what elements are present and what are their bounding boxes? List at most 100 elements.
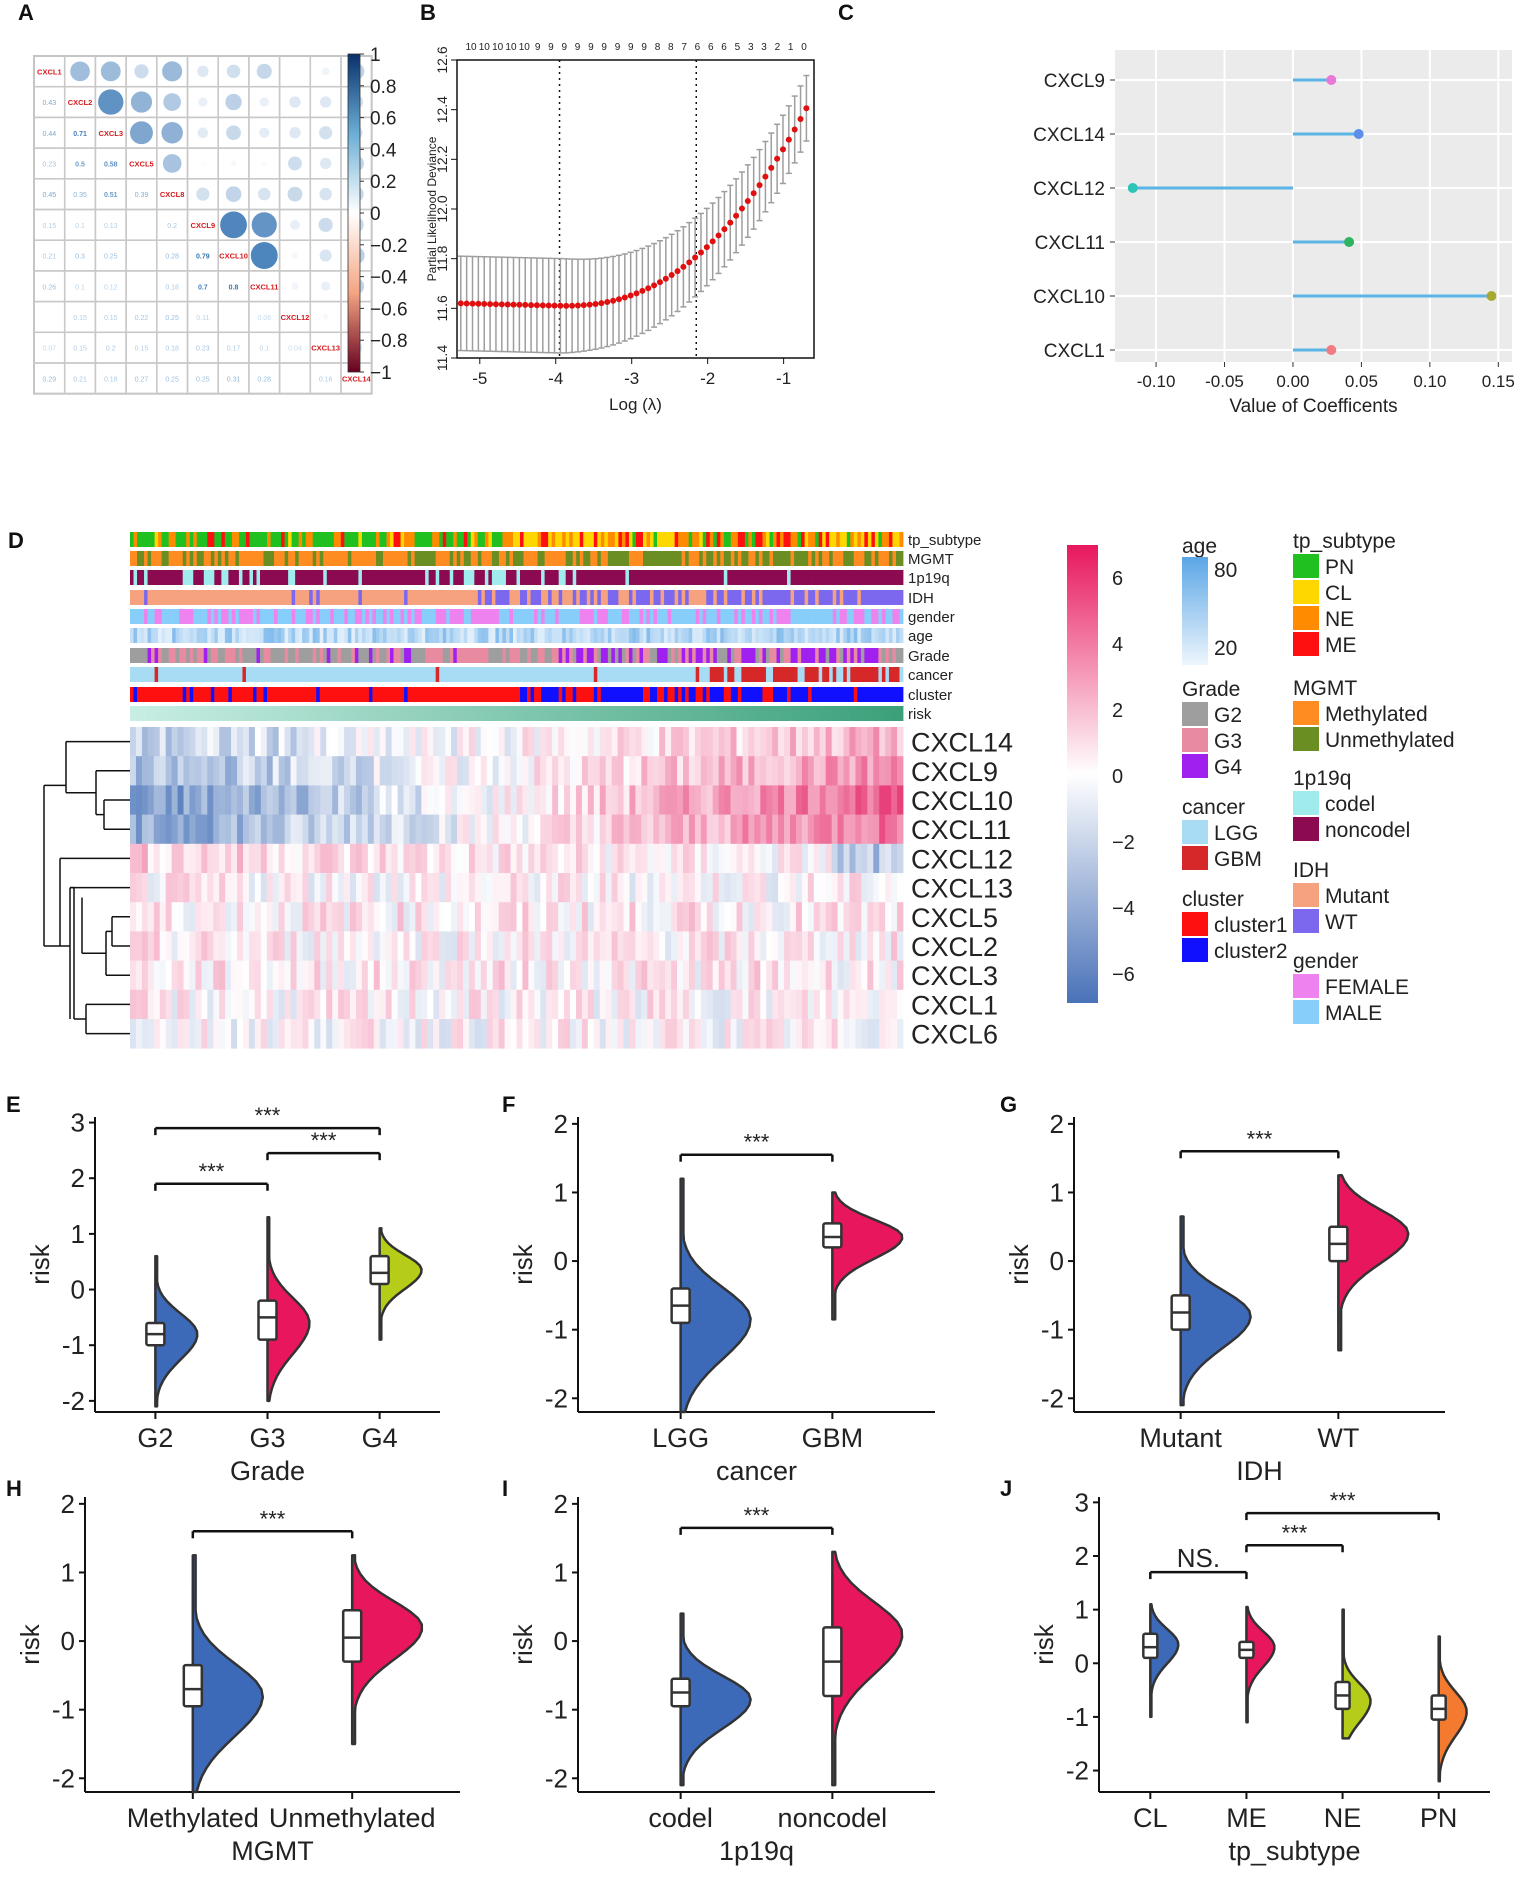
annotation-cell (295, 706, 300, 721)
annotation-cell (158, 609, 163, 624)
annotation-cell (154, 590, 159, 605)
annotation-cell (147, 532, 152, 547)
annotation-cell (607, 609, 612, 624)
annotation-cell (133, 648, 138, 663)
annotation-cell (137, 551, 141, 566)
annotation-cell (407, 687, 412, 702)
annotation-cell (579, 687, 584, 702)
annotation-cell (418, 609, 423, 624)
annotation-cell (762, 706, 767, 721)
annotation-cell (713, 628, 718, 643)
heatmap-cell (552, 756, 559, 786)
y-tick-label: 0 (71, 1275, 85, 1305)
heatmap-cell (468, 727, 476, 757)
annotation-cell (878, 628, 883, 643)
annotation-cell (642, 628, 647, 643)
heatmap-cell (581, 756, 589, 786)
heatmap-cell (766, 785, 773, 815)
annotation-cell (642, 648, 647, 663)
annotation-cell (231, 648, 236, 663)
annotation-cell (379, 590, 384, 605)
annotation-cell (182, 532, 187, 547)
heatmap-cell (599, 727, 607, 757)
annotation-cell (382, 590, 387, 605)
heatmap-cell (391, 873, 398, 903)
annotation-cell (895, 590, 900, 605)
annotation-cell (312, 687, 317, 702)
heatmap-cell (510, 960, 517, 991)
x-tick-label: LGG (652, 1423, 709, 1453)
annotation-cell (439, 667, 444, 682)
correlation-circle (219, 210, 248, 239)
heatmap-cell (153, 989, 161, 1020)
annotation-cell (780, 648, 784, 663)
x-tick-label: 0.10 (1413, 372, 1446, 391)
annotation-cell (372, 706, 377, 721)
annotation-cell (421, 570, 426, 585)
heatmap-cell (486, 902, 494, 932)
annotation-cell (713, 590, 718, 605)
heatmap-cell (468, 960, 476, 991)
heatmap-cell (326, 931, 333, 961)
heatmap-cell (688, 1019, 696, 1049)
annotation-cell (541, 667, 546, 682)
heatmap-cell (540, 756, 547, 786)
annotation-cell (242, 609, 247, 624)
annotation-cell (758, 570, 763, 585)
annotation-cell (270, 551, 275, 566)
annotation-cell (435, 570, 440, 585)
heatmap-cell (445, 1019, 452, 1049)
annotation-cell (642, 667, 647, 682)
annotation-cell (885, 609, 890, 624)
annotation-cell (425, 609, 430, 624)
annotation-cell (558, 687, 563, 702)
y-tick-label: 12.2 (434, 145, 450, 172)
heatmap-cell (314, 727, 321, 757)
x-axis-label: cancer (716, 1456, 797, 1486)
heatmap-cell (813, 1019, 821, 1049)
annotation-cell (165, 590, 170, 605)
annotation-cell (284, 609, 289, 624)
heatmap-cell (242, 989, 250, 1020)
heatmap-cell (445, 785, 452, 815)
annotation-cell (488, 570, 493, 585)
heatmap-cell (528, 873, 535, 903)
heatmap-cell (225, 785, 232, 815)
heatmap-cell (831, 727, 838, 757)
heatmap-cell (409, 785, 416, 815)
heatmap-cell (558, 1019, 565, 1049)
annotation-cell (196, 687, 201, 702)
legend-swatch (1293, 791, 1319, 815)
deviance-point (475, 300, 482, 307)
annotation-cell (404, 570, 408, 585)
heatmap-cell (409, 873, 416, 903)
annotation-cell (758, 687, 763, 702)
significance-label: *** (255, 1103, 281, 1128)
annotation-cell (312, 628, 317, 643)
heatmap-cell (439, 902, 446, 932)
annotation-cell (632, 570, 637, 585)
heatmap-cell (183, 931, 190, 961)
heatmap-cell (177, 989, 184, 1020)
annotation-cell (664, 687, 668, 702)
heatmap-cell (706, 785, 714, 815)
heatmap-cell (611, 902, 618, 932)
heatmap-cell (760, 814, 767, 845)
annotation-cell (460, 590, 465, 605)
annotation-cell (843, 667, 848, 682)
heatmap-cell (260, 1019, 268, 1049)
annotation-cell (787, 628, 791, 643)
heatmap-cell (344, 814, 351, 845)
annotation-cell (228, 628, 233, 643)
annotation-cell (628, 590, 633, 605)
heatmap-cell (213, 785, 220, 815)
annotation-cell (158, 551, 163, 566)
annotation-cell (305, 648, 310, 663)
heatmap-cell (766, 814, 773, 845)
correlation-circle (289, 219, 301, 231)
annotation-cell (186, 706, 191, 721)
annotation-cell (639, 609, 644, 624)
annotation-cell (653, 648, 658, 663)
annotation-cell (330, 667, 335, 682)
annotation-cell (520, 687, 524, 702)
